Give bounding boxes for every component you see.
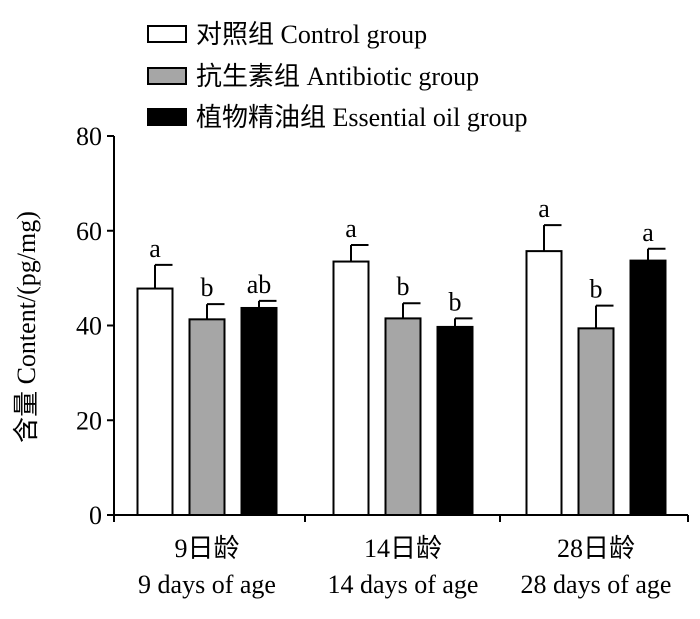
significance-label: ab	[247, 270, 272, 299]
bar	[577, 327, 615, 516]
significance-label: a	[149, 234, 161, 263]
significance-label: a	[345, 214, 357, 243]
y-tick-label: 20	[76, 406, 102, 435]
x-axis-labels: 9日龄 9 days of age 14日龄 14 days of age 28日龄 28…	[138, 534, 671, 599]
y-tick-label: 0	[89, 501, 102, 530]
bar	[525, 250, 563, 516]
significance-label: a	[538, 194, 550, 223]
significance-label: b	[590, 275, 603, 304]
bar	[384, 317, 422, 516]
x-tick-label-en: 14 days of age	[328, 570, 479, 599]
bar	[240, 306, 278, 516]
significance-label: a	[642, 218, 654, 247]
significance-label: b	[449, 287, 462, 316]
legend-swatch	[147, 25, 187, 43]
bar	[436, 325, 474, 517]
significance-label: b	[201, 273, 214, 302]
legend-swatch	[147, 67, 187, 85]
bar	[136, 287, 174, 516]
significance-label: b	[397, 272, 410, 301]
x-tick-label: 14日龄	[364, 534, 442, 563]
bar	[188, 318, 226, 516]
y-axis-label: 含量 Content/(pg/mg)	[12, 211, 41, 443]
x-tick-label-en: 9 days of age	[138, 570, 276, 599]
x-tick-label: 9日龄	[174, 534, 239, 563]
y-tick-label: 60	[76, 217, 102, 246]
y-tick-label: 80	[76, 122, 102, 151]
legend-swatch	[147, 108, 187, 126]
legend-label: 对照组 Control group	[196, 20, 427, 49]
legend: 对照组 Control group 抗生素组 Antibiotic group 植物…	[147, 20, 527, 132]
legend-label: 抗生素组 Antibiotic group	[196, 62, 479, 91]
x-tick-label-en: 28 days of age	[521, 570, 672, 599]
legend-label: 植物精油组 Essential oil group	[196, 103, 527, 132]
x-tick-label: 28日龄	[557, 534, 635, 563]
bar	[629, 259, 667, 516]
bar	[332, 260, 370, 517]
y-tick-label: 40	[76, 312, 102, 341]
